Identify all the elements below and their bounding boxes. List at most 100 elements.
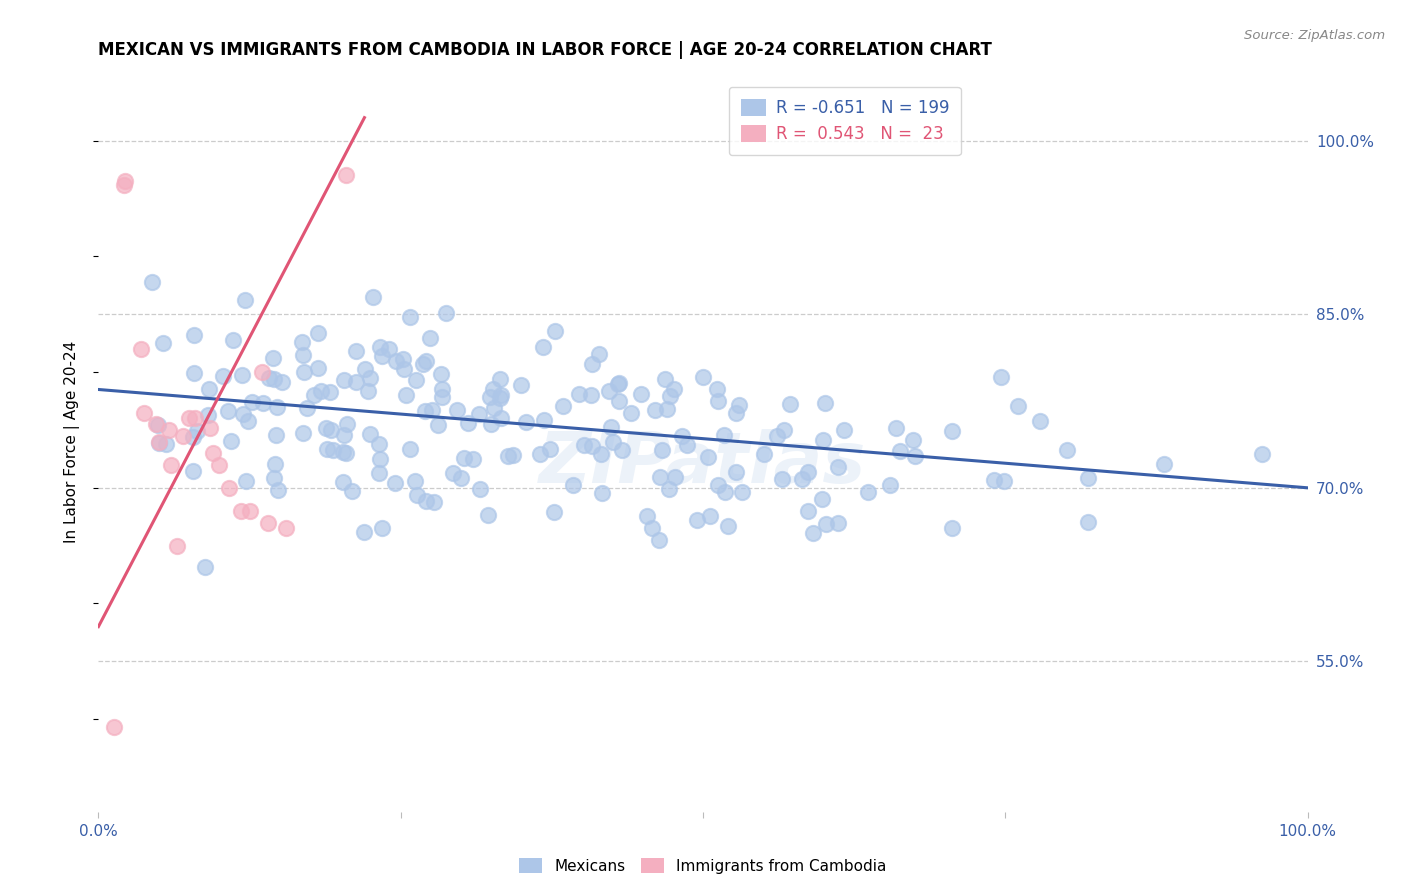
Point	[335, 445, 357, 459]
Point	[941, 520, 963, 534]
Point	[368, 451, 391, 466]
Point	[344, 344, 367, 359]
Point	[543, 505, 565, 519]
Point	[179, 411, 201, 425]
Point	[811, 492, 834, 507]
Point	[221, 333, 243, 347]
Point	[319, 384, 342, 399]
Point	[713, 428, 735, 442]
Point	[307, 360, 329, 375]
Point	[675, 438, 697, 452]
Point	[392, 361, 415, 376]
Point	[155, 436, 177, 450]
Point	[658, 389, 681, 403]
Point	[398, 310, 420, 325]
Point	[644, 403, 666, 417]
Point	[488, 391, 510, 405]
Point	[620, 406, 643, 420]
Y-axis label: In Labor Force | Age 20-24: In Labor Force | Age 20-24	[63, 341, 80, 542]
Point	[292, 366, 315, 380]
Point	[413, 404, 436, 418]
Point	[427, 417, 450, 432]
Point	[441, 467, 464, 481]
Point	[404, 474, 426, 488]
Point	[292, 425, 315, 440]
Point	[267, 483, 290, 497]
Point	[606, 376, 628, 391]
Point	[544, 324, 567, 338]
Point	[415, 353, 437, 368]
Point	[231, 368, 253, 382]
Point	[579, 388, 602, 402]
Point	[658, 482, 681, 496]
Text: MEXICAN VS IMMIGRANTS FROM CAMBODIA IN LABOR FORCE | AGE 20-24 CORRELATION CHART: MEXICAN VS IMMIGRANTS FROM CAMBODIA IN L…	[98, 41, 993, 59]
Text: Source: ZipAtlas.com: Source: ZipAtlas.com	[1244, 29, 1385, 42]
Point	[370, 340, 392, 354]
Point	[538, 442, 561, 456]
Point	[240, 395, 263, 409]
Point	[901, 434, 924, 448]
Point	[1250, 447, 1272, 461]
Point	[773, 424, 796, 438]
Point	[183, 327, 205, 342]
Point	[419, 331, 441, 345]
Point	[344, 375, 367, 389]
Point	[194, 560, 217, 574]
Point	[291, 348, 314, 362]
Point	[315, 421, 337, 435]
Point	[1007, 399, 1029, 413]
Point	[581, 358, 603, 372]
Point	[529, 448, 551, 462]
Point	[496, 450, 519, 464]
Point	[489, 388, 512, 402]
Point	[827, 459, 849, 474]
Point	[368, 467, 391, 481]
Point	[430, 390, 453, 404]
Point	[239, 504, 262, 518]
Point	[235, 474, 257, 488]
Point	[340, 484, 363, 499]
Point	[1153, 458, 1175, 472]
Point	[602, 435, 624, 450]
Point	[752, 447, 775, 461]
Point	[651, 443, 673, 458]
Point	[307, 326, 329, 340]
Point	[211, 369, 233, 384]
Point	[219, 434, 242, 448]
Point	[983, 473, 1005, 487]
Point	[470, 482, 492, 496]
Point	[398, 442, 420, 456]
Point	[233, 293, 256, 308]
Point	[319, 424, 342, 438]
Point	[263, 471, 285, 485]
Point	[589, 447, 612, 461]
Point	[686, 513, 709, 527]
Point	[429, 368, 451, 382]
Point	[412, 357, 434, 371]
Point	[183, 430, 205, 444]
Point	[359, 371, 381, 385]
Point	[551, 399, 574, 413]
Point	[588, 347, 610, 361]
Point	[157, 423, 180, 437]
Point	[134, 406, 156, 420]
Point	[607, 376, 630, 390]
Point	[202, 446, 225, 460]
Point	[1077, 515, 1099, 529]
Point	[112, 178, 135, 192]
Point	[315, 442, 337, 456]
Point	[856, 484, 879, 499]
Point	[482, 401, 505, 415]
Point	[332, 475, 354, 489]
Point	[262, 351, 284, 366]
Point	[879, 478, 901, 492]
Point	[814, 396, 837, 410]
Point	[183, 464, 205, 478]
Point	[717, 519, 740, 533]
Point	[166, 539, 188, 553]
Point	[263, 372, 285, 386]
Point	[218, 481, 240, 495]
Point	[129, 342, 152, 356]
Point	[707, 394, 730, 409]
Point	[696, 450, 718, 464]
